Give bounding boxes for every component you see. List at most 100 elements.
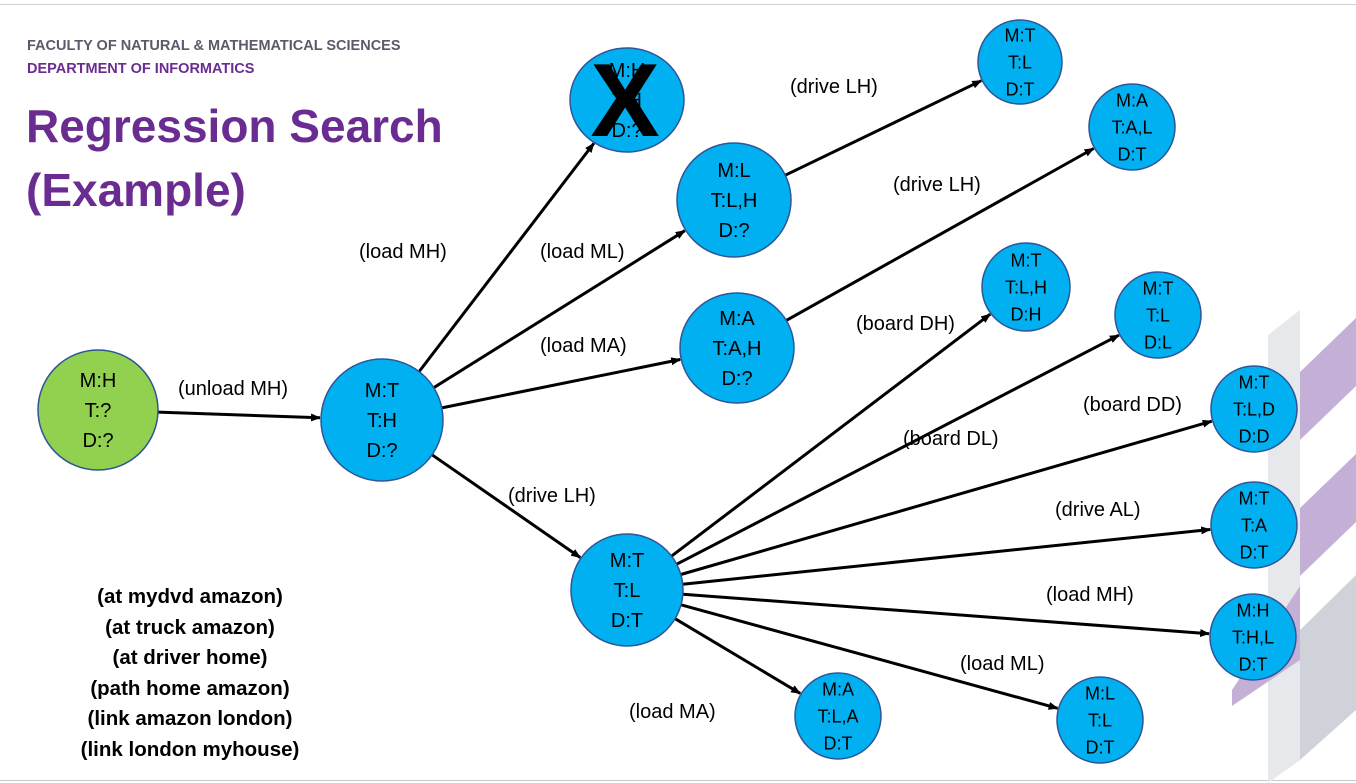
state-node-label: D:?: [721, 368, 752, 390]
state-node-label: T:L: [614, 580, 641, 602]
state-node-label: M:L: [1085, 683, 1115, 703]
state-node-label: M:A: [822, 679, 854, 699]
edge-label-n6-n13: (load ML): [960, 653, 1044, 675]
state-node-label: M:L: [717, 160, 750, 182]
state-node-n14: M:A T:L,A D:T: [794, 672, 882, 760]
fact-item: (path home amazon): [90, 676, 290, 700]
state-node-label: D:?: [611, 120, 642, 142]
department-header: DEPARTMENT OF INFORMATICS: [27, 61, 255, 77]
state-node-label: M:T: [365, 380, 399, 402]
state-node-label: T:L: [1088, 710, 1112, 730]
state-node-start: M:H T:? D:?: [37, 349, 159, 471]
state-node-label: D:T: [824, 733, 853, 753]
state-node-label: D:?: [718, 220, 749, 242]
edge-label-n6-n10: (board DD): [1083, 394, 1182, 416]
state-node-label: T:?: [85, 400, 112, 422]
state-node-n10: M:T T:L,D D:D: [1210, 365, 1298, 453]
state-node-label: D:T: [1239, 654, 1268, 674]
edge-label-n6-n12: (load MH): [1046, 584, 1134, 606]
state-node-circle: [679, 292, 795, 404]
state-node-label: T:A,L: [1111, 117, 1152, 137]
state-node-label: T:A,H: [713, 338, 762, 360]
fact-item: (at mydvd amazon): [97, 585, 283, 608]
edge-arrow-n6-n9: [676, 333, 1120, 566]
edge-arrow-n3-n5: [784, 79, 983, 177]
pruned-cross-mark: X: [590, 43, 659, 159]
state-node-label: M:T: [1005, 25, 1036, 45]
state-node-circle: [794, 672, 882, 760]
state-node-circle: [981, 242, 1071, 332]
state-node-label: M:A: [719, 308, 755, 330]
state-node-circle: [1056, 676, 1144, 764]
edge-arrow-n6-n13: [680, 603, 1059, 710]
state-node-label: M:T: [1239, 488, 1270, 508]
state-node-label: M:T: [1239, 372, 1270, 392]
state-node-circle: [37, 349, 159, 471]
state-node-circle: [1088, 83, 1176, 171]
state-node-circle: [676, 142, 792, 258]
edge-labels-layer: (unload MH) (load MH) (load ML) (load MA) (d…: [178, 76, 1182, 723]
edge-arrow-n6-n10: [680, 419, 1213, 576]
state-node-circle: [1210, 365, 1298, 453]
edge-arrow-n4-n7: [785, 147, 1095, 322]
edge-label-n6-n11: (drive AL): [1055, 499, 1141, 521]
state-node-label: T:L,D: [1233, 399, 1275, 419]
state-node-label: T:H: [612, 90, 642, 112]
state-node-label: D:?: [82, 430, 113, 452]
initial-state-facts: (at mydvd amazon) (at truck amazon) (at …: [40, 582, 340, 765]
state-node-label: T:L,H: [1005, 277, 1047, 297]
edge-arrow-n6-n8: [670, 313, 992, 558]
state-node-label: M:H: [1237, 600, 1270, 620]
state-node-label: D:?: [366, 440, 397, 462]
edge-arrow-n1-n3: [432, 229, 686, 389]
state-node-circle: [570, 533, 684, 647]
edge-arrow-n1-n2: [417, 142, 595, 373]
edge-label-n4-n7: (drive LH): [893, 174, 981, 196]
edge-label-n3-n5: (drive LH): [790, 76, 878, 98]
edge-arrow-n1-n4: [441, 357, 682, 410]
state-node-label: T:H,L: [1232, 627, 1274, 647]
fact-item: (link amazon london): [87, 707, 293, 730]
slide-title: Regression Search (Example): [26, 94, 443, 223]
state-node-n4: M:A T:A,H D:?: [679, 292, 795, 404]
edge-label-n1-n6: (drive LH): [508, 485, 596, 507]
bottom-border: [0, 780, 1356, 781]
state-node-n9: M:T T:L D:L: [1114, 271, 1202, 359]
state-node-n3: M:L T:L,H D:?: [676, 142, 792, 258]
state-node-n7: M:A T:A,L D:T: [1088, 83, 1176, 171]
edge-label-n6-n9: (board DL): [903, 428, 999, 450]
state-node-label: D:H: [1011, 304, 1042, 324]
state-node-n5: M:T T:L D:T: [977, 19, 1063, 105]
nodes-layer: M:HT:?D:?M:TT:HD:?M:HT:HD:?XM:LT:L,HD:?M…: [37, 19, 1298, 764]
state-node-label: M:A: [1116, 90, 1148, 110]
slide-title-line-1: Regression Search: [26, 100, 443, 152]
state-node-label: D:T: [1006, 79, 1035, 99]
top-border: [0, 4, 1356, 5]
slide-title-line-2: (Example): [26, 164, 246, 217]
state-node-label: T:L,A: [817, 706, 858, 726]
state-node-n11: M:T T:A D:T: [1210, 481, 1298, 569]
state-node-label: D:D: [1239, 426, 1270, 446]
state-node-label: D:L: [1144, 332, 1172, 352]
state-node-label: T:H: [367, 410, 397, 432]
edge-label-n1-n3: (load ML): [540, 241, 624, 263]
state-node-circle: [569, 47, 685, 153]
state-node-label: M:T: [610, 550, 644, 572]
state-node-label: M:T: [1011, 250, 1042, 270]
edge-arrow-n6-n11: [682, 526, 1212, 586]
state-node-circle: [1210, 481, 1298, 569]
edge-label-n6-n14: (load MA): [629, 701, 716, 723]
state-node-label: M:H: [609, 60, 646, 82]
state-node-n1: M:T T:H D:?: [320, 358, 444, 482]
state-node-label: D:T: [1240, 542, 1269, 562]
state-node-label: M:T: [1143, 278, 1174, 298]
state-node-label: D:T: [1086, 737, 1115, 757]
state-node-n12: M:H T:H,L D:T: [1209, 593, 1297, 681]
state-node-n2: M:H T:H D:?X: [569, 43, 685, 159]
edge-arrow-n6-n14: [674, 617, 802, 695]
state-node-label: T:L,H: [711, 190, 758, 212]
edge-label-n1-n2: (load MH): [359, 241, 447, 263]
edge-label-n1-n4: (load MA): [540, 335, 627, 357]
edges-layer: [157, 79, 1213, 710]
edge-arrow-start-n1: [157, 410, 321, 422]
